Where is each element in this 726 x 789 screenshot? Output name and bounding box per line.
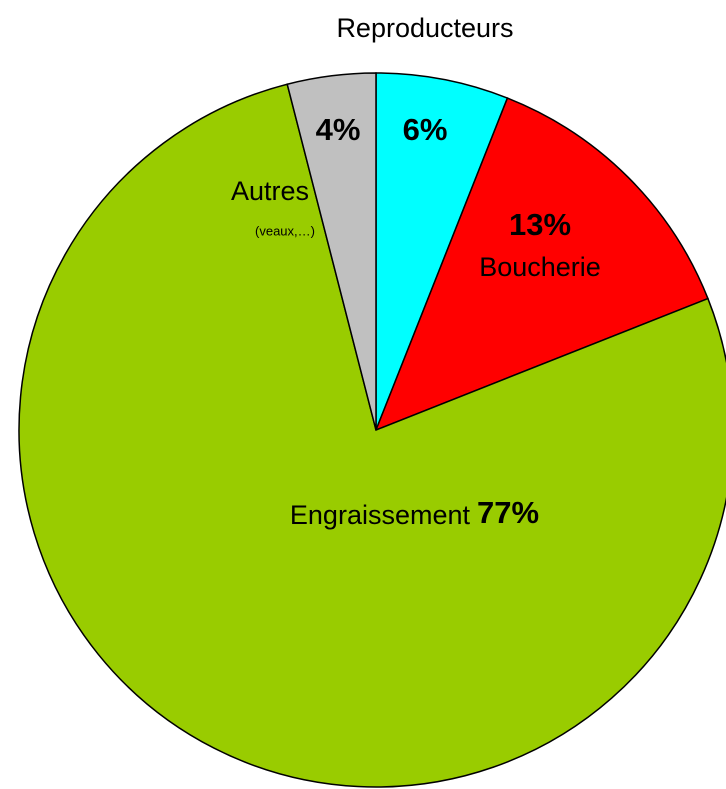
annotation: (veaux,…)	[255, 223, 315, 238]
pie-slice	[374, 97, 709, 432]
value-label: 4%	[316, 112, 361, 147]
slice-label: Reproducteurs	[336, 13, 513, 43]
pie-slice	[375, 72, 509, 431]
value-label: 13%	[509, 207, 571, 242]
value-label: 77%	[477, 495, 539, 530]
value-label: 6%	[403, 112, 448, 147]
pie-slice	[286, 72, 377, 431]
pie-slice	[18, 83, 726, 788]
slice-label: Boucherie	[479, 252, 601, 282]
slice-label: Engraissement	[290, 500, 471, 530]
slice-label: Autres	[231, 176, 309, 206]
